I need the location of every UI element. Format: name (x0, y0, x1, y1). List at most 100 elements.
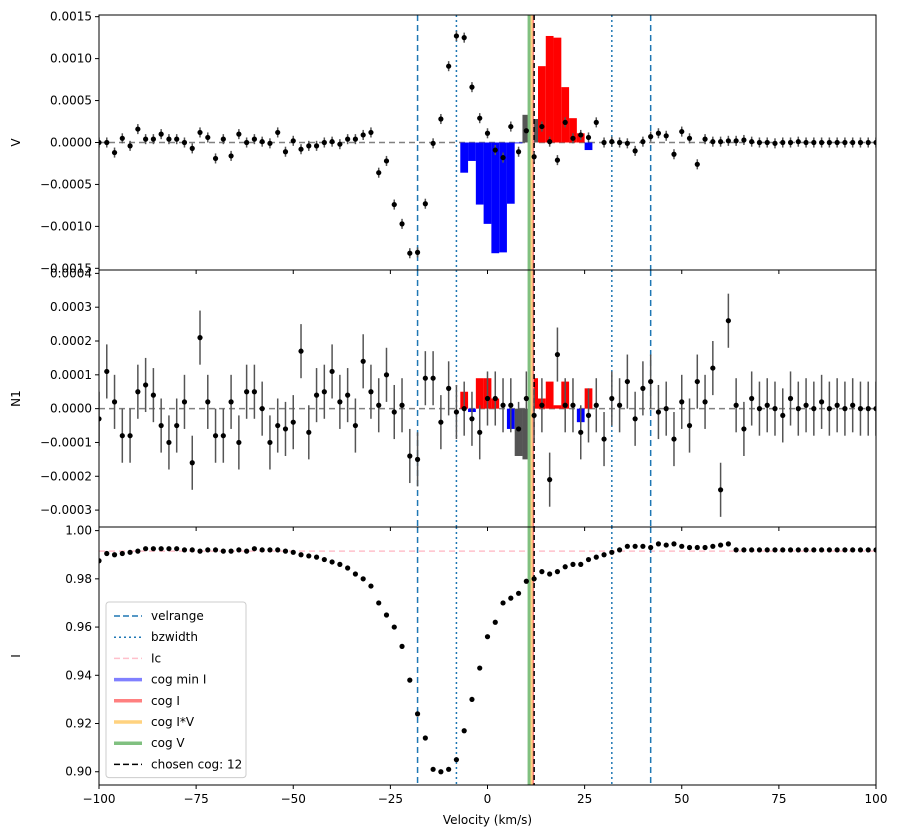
data-point (508, 595, 514, 601)
data-point (181, 399, 188, 405)
data-point (212, 433, 219, 439)
plot-area (99, 15, 876, 270)
y-axis-label: V (9, 138, 23, 147)
data-point (616, 402, 623, 408)
y-tick-label: 0.0000 (50, 136, 92, 150)
data-point (616, 547, 623, 553)
data-point (857, 547, 864, 553)
data-point (515, 149, 522, 155)
y-axis-label: N1 (9, 390, 23, 407)
data-point (710, 139, 716, 145)
data-point (313, 392, 320, 398)
data-point (220, 433, 226, 439)
signal-bar (506, 142, 515, 204)
data-point (135, 126, 141, 132)
data-point (500, 402, 506, 408)
data-point (570, 402, 576, 408)
data-point (756, 547, 763, 553)
data-point (461, 728, 467, 734)
data-point (484, 130, 491, 136)
signal-bar (569, 118, 577, 143)
data-point (345, 565, 351, 571)
data-point (376, 170, 382, 176)
data-point (205, 547, 211, 553)
data-point (477, 115, 483, 121)
data-point (718, 487, 724, 493)
data-point (865, 139, 871, 146)
data-point (383, 612, 390, 618)
data-point (143, 136, 149, 142)
y-tick-label: 0.0005 (50, 94, 92, 108)
data-point (671, 541, 677, 547)
data-point (267, 140, 273, 146)
data-point (368, 583, 374, 589)
data-point (539, 569, 545, 575)
data-point (259, 406, 265, 412)
data-point (399, 643, 405, 649)
data-point (811, 547, 817, 553)
data-point (570, 561, 576, 567)
data-point (795, 139, 801, 145)
data-point (119, 135, 125, 141)
data-point (710, 543, 716, 549)
data-point (446, 766, 452, 772)
signal-bar (553, 37, 562, 143)
data-point (609, 395, 615, 402)
data-point (772, 140, 778, 146)
data-point (220, 136, 226, 142)
data-point (733, 402, 739, 408)
data-point (391, 201, 397, 208)
data-point (601, 139, 607, 146)
data-point (275, 422, 281, 429)
legend: velrange bzwidth Ic cog min I cog I cog I*V co… (105, 601, 247, 779)
legend-label: cog min I (151, 673, 206, 687)
data-point (547, 477, 553, 483)
data-point (391, 624, 397, 630)
legend-label: cog I*V (151, 715, 195, 729)
data-point (422, 375, 428, 381)
data-point (725, 318, 731, 324)
panel-n1: −0.0003 −0.0002 −0.0001 0.0000 0.0001 0.0002 0… (9, 266, 877, 531)
data-point (655, 130, 662, 136)
data-point (500, 600, 506, 606)
legend-label: bzwidth (151, 630, 198, 644)
x-tick-label: 50 (674, 792, 689, 806)
data-point (632, 543, 638, 549)
data-point (329, 559, 335, 565)
data-point (554, 351, 561, 358)
data-point (787, 395, 794, 402)
x-tick-label: 100 (865, 792, 888, 806)
data-point (414, 456, 421, 462)
signal-bar (514, 142, 523, 144)
data-point (236, 131, 242, 137)
data-point (601, 436, 607, 442)
data-point (554, 569, 561, 575)
data-point (593, 402, 599, 408)
data-point (337, 141, 343, 147)
data-point (640, 543, 646, 549)
data-point (515, 426, 522, 432)
data-point (306, 143, 312, 149)
data-point (430, 375, 436, 381)
data-point (616, 139, 623, 146)
signal-bar (475, 378, 484, 409)
data-point (391, 409, 397, 415)
data-point (119, 433, 125, 439)
panel-v: −0.0015 −0.0010 −0.0005 0.0000 0.0005 0.0010 0… (9, 10, 877, 275)
data-point (593, 119, 599, 125)
data-point (834, 139, 840, 146)
y-tick-label: 0.92 (65, 717, 92, 731)
data-point (578, 561, 584, 567)
data-point (749, 395, 755, 402)
x-tick-label: 0 (484, 792, 492, 806)
data-point (803, 402, 809, 408)
x-tick-label: 25 (577, 792, 592, 806)
data-point (321, 139, 327, 146)
y-tick-label: −0.0003 (40, 503, 92, 517)
data-point (741, 426, 747, 432)
data-point (453, 757, 460, 763)
data-point (632, 148, 638, 154)
data-point (787, 139, 794, 146)
data-point (290, 138, 296, 144)
